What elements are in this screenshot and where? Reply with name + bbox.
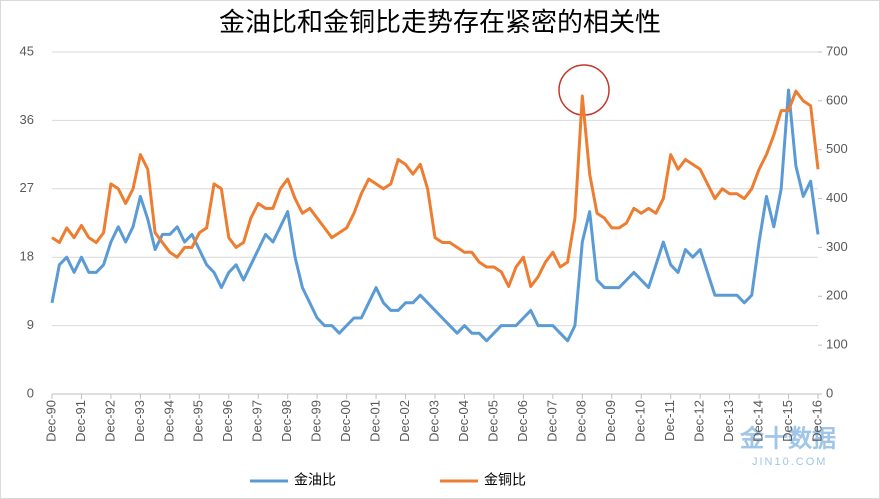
x-tick-label: Dec-11: [662, 400, 677, 441]
x-tick-label: Dec-99: [309, 400, 324, 442]
watermark: JIN10.COM: [752, 456, 827, 468]
x-tick-label: Dec-07: [544, 400, 559, 442]
x-tick-label: Dec-98: [279, 400, 294, 442]
y-tick-label: 36: [20, 112, 34, 127]
y2-tick-label: 100: [826, 337, 848, 352]
x-tick-label: Dec-16: [809, 400, 824, 442]
x-tick-label: Dec-05: [485, 400, 500, 442]
y2-tick-label: 0: [826, 385, 833, 400]
legend-label: 金油比: [294, 472, 336, 488]
x-tick-label: Dec-01: [368, 400, 383, 442]
y-tick-label: 27: [20, 180, 34, 195]
x-tick-label: Dec-92: [102, 400, 117, 442]
y2-tick-label: 200: [826, 288, 848, 303]
series-line: [51, 89, 820, 289]
x-tick-label: Dec-90: [43, 400, 58, 442]
x-tick-label: Dec-04: [456, 400, 471, 442]
x-tick-label: Dec-95: [191, 400, 206, 442]
chart-title: 金油比和金铜比走势存在紧密的相关性: [219, 7, 661, 37]
x-tick-label: Dec-09: [603, 400, 618, 442]
y-tick-label: 9: [27, 317, 34, 332]
x-tick-label: Dec-12: [692, 400, 707, 442]
y-tick-label: 0: [27, 385, 34, 400]
x-tick-label: Dec-08: [574, 400, 589, 442]
x-tick-label: Dec-97: [250, 400, 265, 442]
x-tick-label: Dec-15: [780, 400, 795, 442]
y2-tick-label: 600: [826, 92, 848, 107]
x-tick-label: Dec-94: [161, 400, 176, 442]
y2-tick-label: 700: [826, 43, 848, 58]
x-tick-label: Dec-96: [220, 400, 235, 442]
x-tick-label: Dec-91: [73, 400, 88, 442]
x-tick-label: Dec-03: [426, 400, 441, 442]
x-tick-label: Dec-10: [633, 400, 648, 442]
y2-tick-label: 400: [826, 190, 848, 205]
x-tick-label: Dec-93: [132, 400, 147, 442]
y-tick-label: 45: [20, 43, 34, 58]
watermark: 金十数据: [739, 424, 836, 452]
y2-tick-label: 300: [826, 239, 848, 254]
x-tick-label: Dec-00: [338, 400, 353, 442]
series-line: [50, 88, 820, 343]
x-tick-label: Dec-06: [515, 400, 530, 442]
x-tick-label: Dec-14: [751, 400, 766, 442]
x-tick-label: Dec-13: [721, 400, 736, 442]
y-tick-label: 18: [20, 249, 34, 264]
x-tick-label: Dec-02: [397, 400, 412, 442]
y2-tick-label: 500: [826, 141, 848, 156]
legend-label: 金铜比: [484, 472, 526, 488]
